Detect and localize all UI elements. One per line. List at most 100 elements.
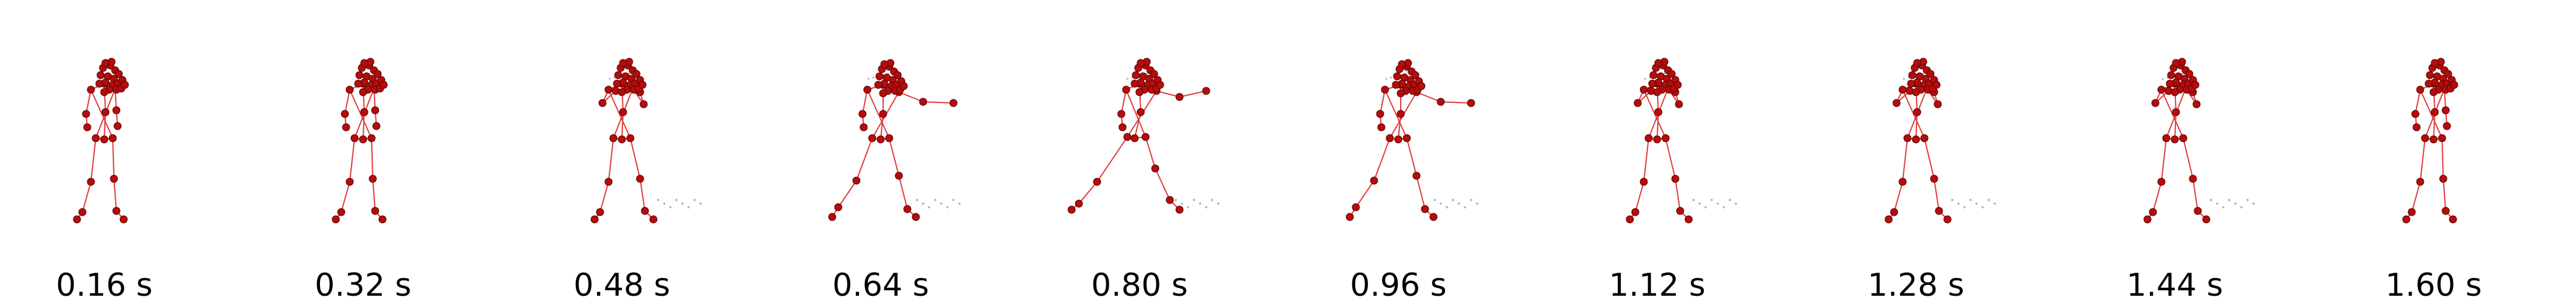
joint-ltoe xyxy=(332,215,340,224)
bone-rknee-rankle xyxy=(898,175,908,210)
joint-rtoe xyxy=(649,215,658,224)
joint-spine xyxy=(619,108,627,116)
joint-rtoe xyxy=(2202,215,2211,224)
bone-lhip-lknee xyxy=(1373,138,1390,181)
joint-rwr xyxy=(1467,99,1475,107)
trail-dot xyxy=(1175,199,1177,201)
frame-time-label: 0.96 s xyxy=(1350,267,1446,303)
joint-lankle xyxy=(337,208,345,216)
joint-lhip xyxy=(2162,134,2171,142)
joint-relb xyxy=(1175,93,1184,101)
trail-dot xyxy=(1723,206,1725,208)
bone-spine-neck xyxy=(2433,83,2435,113)
bone-lsho-lelb xyxy=(2415,89,2421,115)
frame-time-label: 1.44 s xyxy=(2126,267,2223,303)
trail-dot xyxy=(2234,202,2237,205)
trail-dot xyxy=(1969,199,1972,201)
trail-dot xyxy=(1987,199,1990,201)
trail-dot xyxy=(1644,78,1646,80)
head-cluster-point xyxy=(95,79,104,88)
trail-dot xyxy=(952,199,955,201)
head-cluster-point xyxy=(2191,81,2200,89)
bone-rsho-relb xyxy=(1416,92,1441,102)
bone-lhip-lknee xyxy=(1096,136,1128,182)
bone-lhip-lknee xyxy=(1902,138,1908,182)
trail-dot xyxy=(1458,202,1460,205)
bone-rhip-lsho xyxy=(90,89,113,139)
joint-lelb xyxy=(82,110,90,118)
joint-relb xyxy=(1675,100,1683,108)
joint-ltoe xyxy=(1346,213,1354,221)
joint-lsho xyxy=(1122,85,1130,94)
bone-rhip-lsho xyxy=(608,89,631,139)
head-cluster-point xyxy=(100,88,108,96)
trail-dot xyxy=(1698,202,1701,205)
bone-rhip-lsho xyxy=(1126,89,1146,138)
joint-lelb xyxy=(598,99,607,107)
bone-rhip-lsho xyxy=(1643,89,1666,139)
bone-spine-neck xyxy=(1915,83,1918,113)
bone-rhip-rknee xyxy=(371,138,373,179)
head-cluster-point xyxy=(1150,70,1158,78)
joint-lsho xyxy=(87,85,95,94)
head-cluster-point xyxy=(1398,60,1406,68)
joint-lhip xyxy=(1644,134,1653,142)
head-cluster-point xyxy=(360,59,369,67)
head-cluster-point xyxy=(614,71,622,79)
joint-rwr xyxy=(372,122,381,130)
joint-lhip xyxy=(2421,134,2429,142)
joint-spine xyxy=(2431,108,2439,116)
joint-spine xyxy=(879,110,887,118)
bone-pelvis-spine xyxy=(2174,112,2177,140)
bone-rhip-lsho xyxy=(1902,89,1925,139)
joint-lelb xyxy=(1892,99,1901,107)
trail-dot xyxy=(2210,199,2212,201)
joint-lhip xyxy=(350,134,359,142)
joint-lhip xyxy=(868,134,876,142)
trail-dot xyxy=(1975,202,1978,205)
bone-pelvis-spine xyxy=(621,112,624,140)
joint-ltoe xyxy=(590,215,599,224)
bone-rknee-rankle xyxy=(1155,168,1170,201)
bone-lknee-lankle xyxy=(1078,181,1098,204)
trail-dot xyxy=(1126,78,1129,80)
trail-dot xyxy=(1704,206,1707,208)
joint-lelb xyxy=(1633,99,1642,107)
joint-spine xyxy=(1396,110,1405,118)
joint-lelb xyxy=(341,110,349,118)
joint-rankle xyxy=(1676,207,1684,215)
joint-lsho xyxy=(863,85,872,94)
head-cluster-point xyxy=(354,79,362,88)
joint-rwr xyxy=(2443,122,2451,130)
head-cluster-point xyxy=(1411,71,1420,79)
head-cluster-point xyxy=(1648,79,1657,88)
head-cluster-point xyxy=(359,88,367,96)
frame-time-label: 1.28 s xyxy=(1867,267,1964,303)
frame-time-label: 0.48 s xyxy=(573,267,670,303)
joint-rtoe xyxy=(1943,215,1952,224)
bone-lknee-lankle xyxy=(2411,181,2421,213)
frame-9: 1.44 s xyxy=(2126,58,2255,303)
joint-ltoe xyxy=(73,215,81,224)
bone-spine-neck xyxy=(1657,83,1659,113)
bone-rknee-rankle xyxy=(1934,178,1940,211)
head-cluster-point xyxy=(618,88,626,96)
frame-time-label: 0.64 s xyxy=(832,267,929,303)
bone-spine-neck xyxy=(1139,83,1141,113)
bone-lhip-lknee xyxy=(608,138,614,182)
trail-dot xyxy=(1470,199,1472,201)
trail-dot xyxy=(872,76,875,79)
head-cluster-point xyxy=(879,89,887,98)
joint-relb xyxy=(2192,100,2201,108)
head-cluster-point xyxy=(96,71,105,79)
head-cluster-point xyxy=(115,70,123,78)
joint-lwr xyxy=(1118,123,1127,132)
joint-rhip xyxy=(1661,134,1670,142)
head-cluster-point xyxy=(2167,71,2175,79)
bone-rknee-rankle xyxy=(1416,175,1426,210)
frame-8: 1.28 s xyxy=(1867,58,1996,303)
bone-lknee-lankle xyxy=(599,181,609,213)
bone-rknee-rankle xyxy=(1675,178,1681,211)
